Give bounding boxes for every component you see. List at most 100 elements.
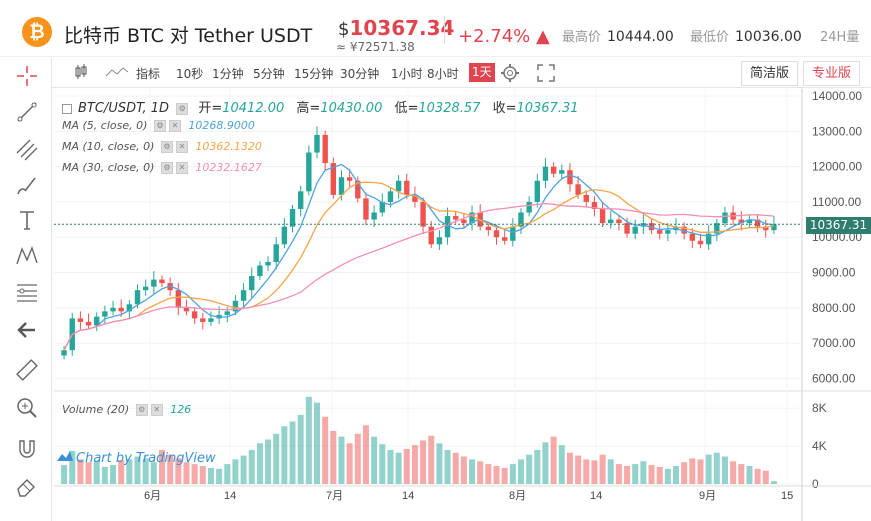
- interval-1h[interactable]: 1小时: [391, 67, 423, 81]
- ma10-value: 10362.1320: [195, 140, 262, 153]
- volume-bar: [697, 459, 704, 484]
- volume-bar: [281, 426, 288, 484]
- volume-bar: [216, 468, 223, 484]
- text-tool-icon[interactable]: [15, 208, 39, 232]
- interval-1m[interactable]: 1分钟: [212, 67, 244, 81]
- ma5-close-icon[interactable]: ✕: [168, 120, 181, 132]
- indicator-icon[interactable]: [105, 66, 129, 78]
- ruler-icon[interactable]: [15, 358, 39, 382]
- candle-body: [257, 265, 263, 277]
- channel-icon[interactable]: [15, 138, 39, 162]
- fib-icon[interactable]: [15, 281, 39, 305]
- volume-bar: [460, 456, 467, 484]
- zoom-in-icon[interactable]: [15, 396, 39, 420]
- volume-bar: [232, 459, 239, 484]
- simple-view-button[interactable]: 简洁版: [741, 61, 799, 86]
- candle-body: [322, 134, 328, 164]
- volume-bar: [673, 466, 680, 484]
- volume-bar: [681, 462, 688, 484]
- volume-bar: [420, 440, 427, 484]
- eraser-icon[interactable]: [15, 474, 39, 498]
- interval-15m[interactable]: 15分钟: [294, 67, 334, 81]
- candle-body: [330, 163, 337, 195]
- volume-settings-icon[interactable]: ⚙: [135, 404, 148, 416]
- volume-bar: [738, 464, 745, 484]
- volume-bar: [69, 450, 76, 484]
- ma30-value: 10232.1627: [195, 161, 262, 174]
- interval-10s[interactable]: 10秒: [176, 67, 204, 81]
- high-value-legend: 10430.00: [320, 101, 383, 116]
- candle-body: [689, 233, 696, 241]
- candle-body: [501, 237, 508, 241]
- candle-body: [608, 219, 614, 224]
- volume-bar: [770, 481, 777, 484]
- open-value: 10412.00: [222, 101, 285, 116]
- volume-bar: [265, 439, 272, 484]
- candle-body: [346, 177, 353, 181]
- volume-bar: [444, 449, 451, 484]
- pattern-icon[interactable]: [15, 244, 39, 268]
- ma5-value: 10268.9000: [188, 119, 255, 132]
- ma5-settings-icon[interactable]: ⚙: [153, 120, 166, 132]
- candle-body: [297, 191, 304, 209]
- candle-body: [428, 226, 434, 245]
- time-tick-label: 7月: [326, 490, 343, 502]
- volume-bar: [615, 464, 622, 484]
- collapse-legend-icon[interactable]: [62, 103, 72, 114]
- trend-line-icon[interactable]: [15, 100, 39, 124]
- candle-body: [599, 209, 606, 224]
- volume-bar: [485, 464, 492, 484]
- candle-body: [510, 226, 516, 241]
- volume-bar: [346, 443, 353, 484]
- volume-bar: [509, 464, 516, 484]
- volume-bar: [330, 430, 337, 484]
- ma10-close-icon[interactable]: ✕: [175, 141, 188, 153]
- magnet-icon[interactable]: [15, 438, 39, 462]
- candle-body: [232, 300, 239, 312]
- interval-1d[interactable]: 1天: [469, 63, 495, 82]
- last-price: $10367.34: [338, 16, 454, 40]
- interval-5m[interactable]: 5分钟: [253, 67, 285, 81]
- pro-view-button[interactable]: 专业版: [803, 61, 861, 86]
- candle-type-icon[interactable]: [74, 64, 88, 80]
- indicator-button[interactable]: 指标: [136, 67, 161, 81]
- crosshair-icon[interactable]: [15, 64, 39, 88]
- ma30-label: MA (30, close, 0): [62, 161, 155, 174]
- volume-bar: [371, 436, 378, 484]
- volume-close-icon[interactable]: ✕: [150, 404, 163, 416]
- volume-bar: [118, 460, 125, 484]
- candle-body: [754, 219, 761, 227]
- volume-bar: [713, 452, 720, 484]
- volume-bar: [583, 459, 590, 484]
- chart-canvas[interactable]: 14000.0013000.0012000.0011000.0010000.00…: [54, 89, 871, 521]
- volume-bar: [501, 467, 508, 484]
- volume-bar: [452, 452, 459, 484]
- interval-8h[interactable]: 8小时: [427, 67, 459, 81]
- candle-body: [363, 198, 369, 220]
- volume-bar: [664, 468, 671, 484]
- high-label-legend: 高=: [296, 101, 321, 116]
- candle-body: [697, 240, 704, 245]
- fullscreen-icon[interactable]: [537, 64, 555, 82]
- candle-body: [518, 212, 524, 227]
- candle-body: [379, 201, 385, 213]
- ma5-legend: MA (5, close, 0) ⚙ ✕ 10268.9000: [62, 119, 255, 132]
- back-arrow-icon[interactable]: [15, 318, 39, 342]
- interval-30m[interactable]: 30分钟: [340, 67, 380, 81]
- candle-body: [314, 134, 320, 153]
- tradingview-watermark[interactable]: Chart by TradingView: [76, 451, 216, 466]
- candle-body: [714, 223, 720, 234]
- candle-body: [705, 233, 712, 245]
- settings-gear-icon[interactable]: [500, 63, 520, 83]
- ma10-settings-icon[interactable]: ⚙: [160, 141, 173, 153]
- legend-settings-icon[interactable]: ⚙: [176, 102, 189, 115]
- candle-body: [371, 212, 377, 220]
- volume-bar: [607, 459, 614, 484]
- price-chart[interactable]: 14000.00 13000.00 12000.00 11000.00 10000.00…: [54, 89, 871, 521]
- ma30-close-icon[interactable]: ✕: [175, 162, 188, 174]
- ma30-settings-icon[interactable]: ⚙: [160, 162, 173, 174]
- brush-icon[interactable]: [15, 174, 39, 198]
- low-label-legend: 低=: [394, 101, 419, 116]
- volume-bar: [656, 466, 663, 484]
- volume-bar: [411, 445, 418, 484]
